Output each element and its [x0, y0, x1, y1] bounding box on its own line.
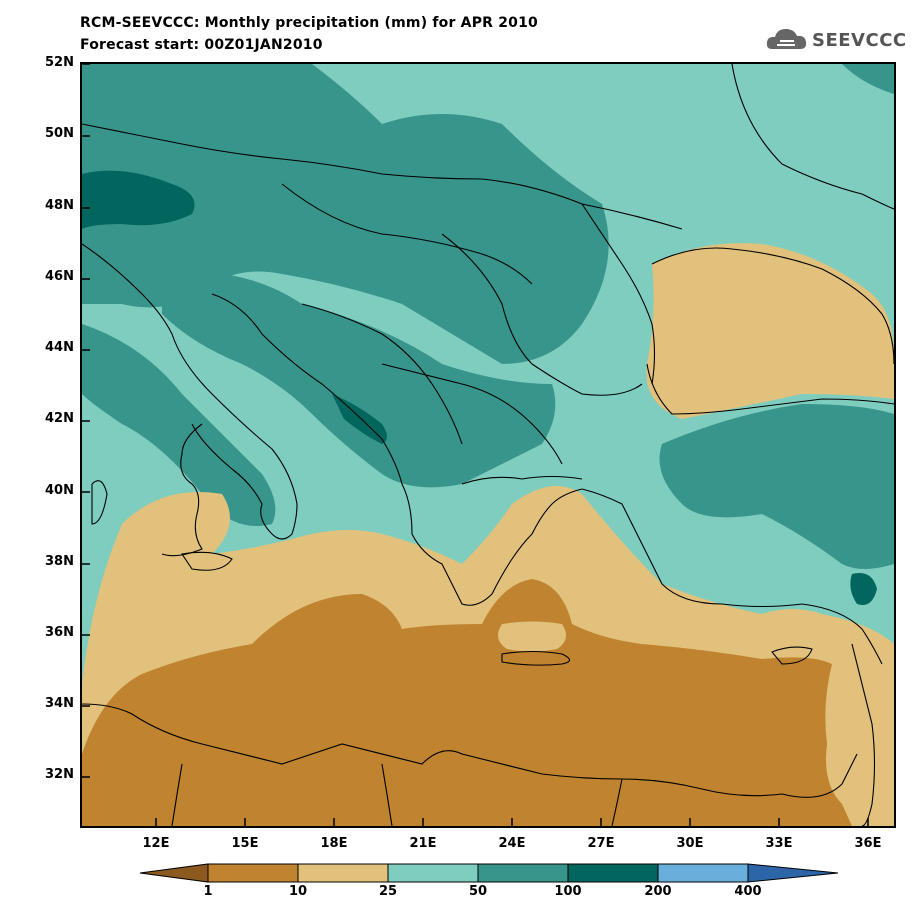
map-canvas	[82, 64, 894, 826]
seevccc-logo: SEEVCCC	[766, 25, 906, 55]
colorbar-over-arrow	[747, 863, 839, 883]
very-dry-region-north-africa	[82, 579, 852, 826]
coastlines-and-borders	[82, 64, 894, 826]
lon-label: 12E	[142, 836, 170, 851]
lat-label: 48N	[45, 198, 74, 213]
lat-label: 34N	[45, 696, 74, 711]
lon-label: 18E	[320, 836, 348, 851]
colorbar-level-label: 1	[203, 884, 213, 899]
lat-label: 40N	[45, 483, 74, 498]
wet-region-northeast	[842, 64, 894, 94]
colorbar-bin	[657, 863, 749, 883]
lat-label: 38N	[45, 554, 74, 569]
colorbar-level-label: 10	[288, 884, 308, 899]
wet-region-italy	[82, 324, 276, 526]
colorbar-bin	[477, 863, 569, 883]
logo-text: SEEVCCC	[812, 30, 907, 51]
lat-label: 32N	[45, 767, 74, 782]
forecast-subtitle: Forecast start: 00Z01JAN2010	[80, 37, 323, 53]
dry-region-black-sea	[646, 243, 894, 419]
lon-label: 27E	[587, 836, 615, 851]
lat-label: 44N	[45, 340, 74, 355]
very-wet-region-alps	[82, 170, 195, 229]
graticule-ticks	[82, 64, 869, 826]
lon-label: 30E	[676, 836, 704, 851]
colorbar-bin	[207, 863, 299, 883]
dry-patch-crete-south	[498, 621, 566, 652]
lat-label: 36N	[45, 625, 74, 640]
lon-label: 24E	[498, 836, 526, 851]
lat-label: 50N	[45, 126, 74, 141]
very-wet-region-turkey	[850, 573, 877, 605]
lon-label: 21E	[409, 836, 437, 851]
lon-label: 33E	[765, 836, 793, 851]
colorbar-level-label: 100	[554, 884, 582, 899]
colorbar-bin	[297, 863, 389, 883]
map-title: RCM-SEEVCCC: Monthly precipitation (mm) …	[80, 15, 538, 31]
colorbar-level-label: 50	[468, 884, 488, 899]
lat-label: 52N	[45, 55, 74, 70]
colorbar-under-arrow	[139, 863, 209, 883]
colorbar-bin	[387, 863, 479, 883]
wet-region-balkans	[162, 272, 556, 488]
colorbar-bin	[567, 863, 659, 883]
colorbar-level-label: 25	[378, 884, 398, 899]
wet-region-northwest	[82, 64, 609, 364]
very-wet-region-adriatic	[332, 394, 387, 444]
lat-label: 46N	[45, 269, 74, 284]
wet-region-anatolia	[659, 404, 894, 569]
cloud-logo-icon	[766, 29, 807, 49]
lon-label: 36E	[854, 836, 882, 851]
colorbar-level-label: 400	[734, 884, 762, 899]
lat-label: 42N	[45, 411, 74, 426]
lon-label: 15E	[231, 836, 259, 851]
precipitation-map	[80, 62, 896, 828]
colorbar-level-label: 200	[644, 884, 672, 899]
